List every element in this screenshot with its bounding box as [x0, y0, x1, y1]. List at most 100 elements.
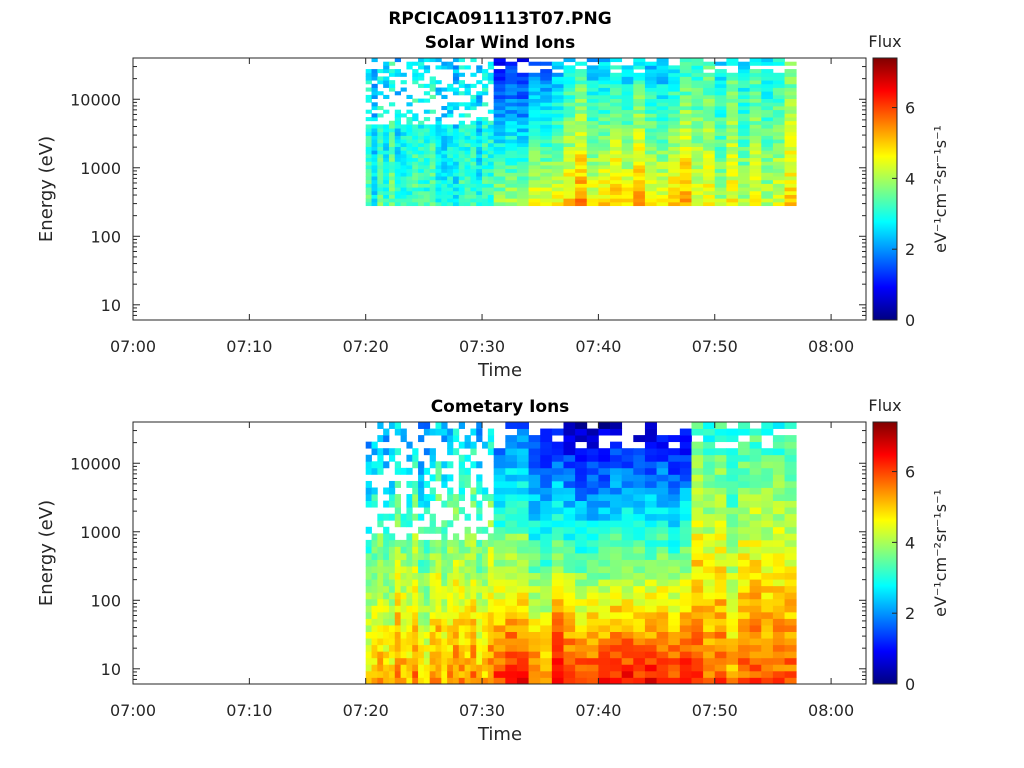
heatmap-cell: [586, 65, 599, 70]
heatmap-cell: [575, 592, 588, 600]
heatmap-cell: [656, 139, 669, 144]
heatmap-cell: [726, 553, 739, 560]
heatmap-cell: [738, 605, 751, 613]
heatmap-cell: [714, 566, 727, 574]
heatmap-cell: [586, 113, 599, 118]
heatmap-cell: [447, 638, 454, 646]
heatmap-cell: [447, 83, 454, 88]
heatmap-cell: [703, 585, 716, 593]
heatmap-cell: [371, 611, 378, 619]
heatmap-cell: [528, 487, 541, 495]
heatmap-cell: [464, 474, 471, 482]
heatmap-cell: [493, 142, 506, 147]
heatmap-cell: [703, 131, 716, 136]
heatmap-cell: [540, 69, 553, 74]
heatmap-cell: [482, 120, 489, 125]
heatmap-cell: [586, 201, 599, 207]
heatmap-cell: [772, 128, 785, 133]
heatmap-cell: [482, 187, 489, 192]
heatmap-cell: [423, 500, 431, 508]
heatmap-cell: [400, 520, 407, 528]
heatmap-cell: [476, 131, 483, 136]
heatmap-cell: [458, 168, 465, 173]
heatmap-cell: [633, 435, 646, 443]
heatmap-cell: [394, 113, 402, 118]
heatmap-cell: [400, 131, 407, 136]
heatmap-cell: [371, 69, 378, 74]
heatmap-cell: [551, 487, 564, 495]
heatmap-cell: [470, 131, 477, 136]
heatmap-cell: [633, 480, 646, 488]
heatmap-cell: [738, 572, 751, 580]
heatmap-cell: [493, 644, 506, 652]
heatmap-cell: [423, 153, 431, 159]
heatmap-cell: [668, 190, 681, 195]
heatmap-cell: [429, 87, 436, 92]
heatmap-cell: [633, 677, 646, 685]
heatmap-cell: [772, 146, 785, 151]
heatmap-cell: [551, 142, 564, 147]
heatmap-cell: [447, 494, 454, 501]
heatmap-cell: [726, 91, 739, 96]
heatmap-cell: [679, 441, 692, 449]
heatmap-cell: [452, 513, 460, 521]
heatmap-cell: [738, 585, 751, 593]
heatmap-cell: [371, 190, 378, 195]
heatmap-cell: [470, 638, 477, 646]
heatmap-cell: [656, 677, 669, 685]
heatmap-cell: [679, 677, 692, 685]
heatmap-cell: [412, 657, 419, 665]
heatmap-cell: [423, 467, 431, 475]
heatmap-cell: [656, 201, 669, 207]
heatmap-cell: [406, 546, 413, 554]
heatmap-cell: [516, 176, 529, 181]
heatmap-cell: [464, 146, 471, 151]
heatmap-cell: [493, 664, 506, 672]
heatmap-cell: [464, 638, 471, 646]
heatmap-cell: [563, 150, 576, 155]
heatmap-cell: [505, 187, 518, 192]
heatmap-cell: [464, 113, 471, 118]
heatmap-cell: [365, 546, 372, 554]
heatmap-cell: [371, 644, 378, 652]
heatmap-cell: [784, 83, 797, 88]
heatmap-cell: [703, 102, 716, 107]
heatmap-cell: [540, 533, 553, 541]
heatmap-cell: [388, 176, 396, 181]
heatmap-cell: [400, 664, 407, 672]
heatmap-cell: [487, 190, 495, 195]
heatmap-cell: [505, 559, 518, 567]
heatmap-cell: [633, 664, 646, 672]
heatmap-cell: [772, 507, 785, 515]
heatmap-cell: [447, 109, 454, 114]
heatmap-cell: [668, 198, 681, 203]
heatmap-cell: [464, 65, 471, 70]
heatmap-cell: [516, 422, 529, 429]
heatmap-cell: [476, 526, 483, 534]
heatmap-cell: [691, 194, 704, 199]
heatmap-cell: [749, 80, 762, 85]
heatmap-cell: [371, 105, 378, 111]
heatmap-cell: [394, 198, 402, 203]
heatmap-cell: [394, 598, 402, 606]
heatmap-cell: [633, 585, 646, 593]
heatmap-cell: [726, 448, 739, 456]
heatmap-cell: [761, 487, 774, 495]
heatmap-cell: [656, 579, 669, 587]
heatmap-cell: [388, 150, 396, 155]
heatmap-cell: [656, 176, 669, 181]
heatmap-cell: [784, 168, 797, 173]
heatmap-cell: [412, 153, 419, 159]
heatmap-cell: [458, 194, 465, 199]
heatmap-cell: [691, 183, 704, 188]
heatmap-cell: [464, 598, 471, 606]
heatmap-cell: [644, 598, 657, 606]
heatmap-cell: [772, 664, 785, 672]
heatmap-cell: [621, 539, 634, 547]
heatmap-cell: [563, 69, 576, 74]
heatmap-cell: [784, 102, 797, 107]
heatmap-cell: [772, 187, 785, 192]
heatmap-cell: [505, 150, 518, 155]
heatmap-cell: [679, 520, 692, 528]
heatmap-cell: [441, 124, 448, 129]
